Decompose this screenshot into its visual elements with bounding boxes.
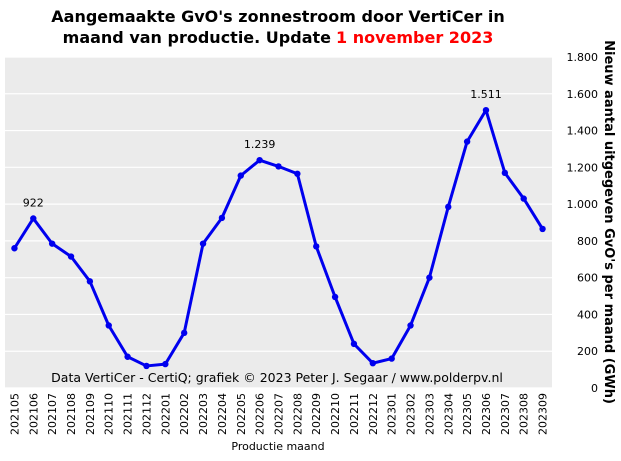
data-point [388, 355, 395, 362]
x-tick-label: 202303 [423, 393, 436, 435]
y-tick-label: 1.800 [567, 51, 599, 64]
y-tick-label: 400 [577, 308, 598, 321]
data-label: 1.511 [470, 88, 502, 101]
x-tick-label: 202106 [27, 393, 40, 435]
x-tick-label: 202305 [461, 393, 474, 435]
data-label: 922 [23, 196, 44, 209]
data-point [369, 359, 377, 367]
x-tick-label: 202201 [159, 393, 172, 435]
x-tick-label: 202202 [178, 393, 191, 435]
y-tick-label: 800 [577, 235, 598, 248]
x-tick-label: 202301 [386, 393, 399, 435]
data-point [294, 170, 301, 177]
plot-area [5, 57, 552, 388]
x-tick-label: 202108 [65, 393, 78, 435]
data-point [313, 243, 320, 250]
chart-title: Aangemaakte GvO's zonnestroom door Verti… [51, 7, 504, 26]
x-tick-label: 202309 [537, 393, 550, 435]
x-tick-label: 202208 [291, 393, 304, 435]
y-tick-label: 1.200 [567, 161, 599, 174]
data-point [350, 340, 358, 348]
x-tick-label: 202307 [499, 393, 512, 435]
x-tick-label: 202111 [122, 393, 135, 435]
data-point [48, 240, 56, 247]
data-point [407, 322, 414, 329]
x-tick-label: 202306 [480, 393, 493, 435]
x-tick-label: 202112 [140, 393, 153, 435]
y-axis-label: Nieuw aantal uitgegeven GvO's per maand … [601, 40, 616, 404]
data-point [445, 203, 452, 211]
data-point [426, 274, 433, 281]
y-tick-label: 200 [577, 345, 598, 358]
data-point [11, 245, 18, 252]
data-point [86, 278, 94, 285]
data-label: 1.239 [244, 138, 276, 151]
y-tick-label: 1.400 [567, 125, 599, 138]
x-tick-label: 202209 [310, 393, 323, 435]
x-tick-label: 202109 [84, 393, 97, 435]
x-tick-label: 202204 [216, 393, 229, 435]
data-point [180, 329, 188, 337]
x-tick-label: 202203 [197, 393, 210, 435]
x-tick-label: 202210 [329, 393, 342, 435]
data-point [256, 156, 263, 164]
x-tick-label: 202212 [367, 393, 380, 435]
data-point [162, 360, 169, 368]
y-tick-label: 0 [591, 382, 598, 395]
y-tick-label: 600 [577, 272, 598, 285]
x-tick-label: 202308 [518, 393, 531, 435]
data-point [520, 195, 527, 202]
data-point [539, 225, 546, 233]
x-tick-label: 202211 [348, 393, 361, 435]
y-tick-label: 1.600 [567, 88, 599, 101]
x-tick-label: 202105 [8, 393, 21, 435]
data-point [275, 163, 282, 170]
title-date: 1 november 2023 [336, 28, 493, 47]
x-tick-label: 202304 [442, 393, 455, 435]
data-point [199, 240, 207, 247]
x-tick-label: 202302 [405, 393, 418, 435]
annotation: Data VertiCer - CertiQ; grafiek © 2023 P… [51, 370, 503, 385]
data-point [501, 169, 509, 177]
chart-title: maand van productie. Update 1 november 20… [63, 28, 494, 47]
data-point [30, 215, 37, 222]
data-point [67, 253, 75, 260]
data-point [331, 293, 339, 301]
x-tick-label: 202205 [235, 393, 248, 435]
data-point [463, 138, 471, 145]
data-point [105, 322, 112, 329]
x-tick-label: 202107 [46, 393, 59, 435]
data-point [482, 106, 490, 114]
x-axis-label: Productie maand [231, 440, 324, 453]
x-tick-label: 202207 [273, 393, 286, 435]
data-point [237, 172, 244, 179]
data-point [143, 362, 150, 370]
data-point [218, 214, 226, 222]
data-point [124, 353, 131, 360]
chart-title: maand van productie. Update [63, 28, 332, 47]
y-tick-label: 1.000 [567, 198, 599, 211]
x-tick-label: 202110 [103, 393, 116, 435]
x-tick-label: 202206 [254, 393, 267, 435]
